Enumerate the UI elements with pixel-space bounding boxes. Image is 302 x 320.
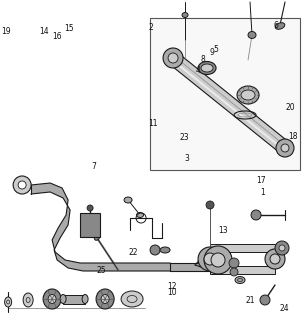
- Ellipse shape: [5, 297, 11, 307]
- Circle shape: [204, 253, 216, 265]
- Text: 11: 11: [148, 119, 157, 128]
- Ellipse shape: [121, 291, 143, 307]
- Bar: [210, 266, 275, 274]
- Circle shape: [168, 53, 178, 63]
- Circle shape: [229, 258, 239, 268]
- Text: 5: 5: [214, 45, 218, 54]
- Circle shape: [211, 253, 225, 267]
- Ellipse shape: [241, 90, 255, 100]
- Circle shape: [13, 176, 31, 194]
- Text: 19: 19: [1, 27, 11, 36]
- Bar: [80, 213, 100, 237]
- Ellipse shape: [235, 276, 245, 284]
- Ellipse shape: [23, 293, 33, 307]
- Circle shape: [279, 245, 285, 251]
- Ellipse shape: [137, 212, 143, 218]
- Circle shape: [281, 144, 289, 152]
- Text: 23: 23: [179, 133, 189, 142]
- Bar: [63, 295, 85, 304]
- Bar: [210, 244, 275, 252]
- Bar: [150, 18, 300, 170]
- Circle shape: [260, 295, 270, 305]
- Ellipse shape: [101, 294, 109, 303]
- Bar: [170, 263, 210, 271]
- Text: 21: 21: [246, 296, 255, 305]
- Ellipse shape: [43, 289, 61, 309]
- Ellipse shape: [82, 294, 88, 303]
- Ellipse shape: [237, 86, 259, 104]
- Ellipse shape: [124, 197, 132, 203]
- Circle shape: [206, 201, 214, 209]
- Circle shape: [270, 254, 280, 264]
- Ellipse shape: [182, 12, 188, 18]
- Text: 10: 10: [167, 288, 177, 297]
- Ellipse shape: [60, 294, 66, 303]
- Text: 2: 2: [149, 23, 153, 32]
- Text: 4: 4: [195, 66, 200, 75]
- Ellipse shape: [198, 61, 216, 75]
- Ellipse shape: [201, 64, 213, 72]
- Text: 16: 16: [52, 32, 62, 41]
- Ellipse shape: [275, 23, 285, 29]
- Circle shape: [275, 241, 289, 255]
- Circle shape: [251, 210, 261, 220]
- Text: 18: 18: [288, 132, 298, 140]
- Text: 9: 9: [209, 48, 214, 57]
- Text: 25: 25: [96, 266, 106, 275]
- Circle shape: [18, 181, 26, 189]
- Circle shape: [265, 249, 285, 269]
- Circle shape: [87, 205, 93, 211]
- Text: 1: 1: [260, 188, 265, 196]
- Text: 15: 15: [64, 24, 74, 33]
- Ellipse shape: [160, 247, 170, 253]
- Circle shape: [163, 48, 183, 68]
- Text: 12: 12: [167, 282, 177, 291]
- Polygon shape: [31, 183, 170, 271]
- Ellipse shape: [248, 31, 256, 38]
- Ellipse shape: [94, 234, 100, 240]
- Text: 7: 7: [91, 162, 96, 171]
- Text: 24: 24: [279, 304, 289, 313]
- Ellipse shape: [96, 289, 114, 309]
- Circle shape: [150, 245, 160, 255]
- Text: 17: 17: [256, 176, 266, 185]
- Text: 22: 22: [128, 248, 138, 257]
- Text: 8: 8: [200, 55, 205, 64]
- Polygon shape: [169, 52, 289, 154]
- Circle shape: [204, 246, 232, 274]
- Ellipse shape: [48, 294, 56, 303]
- Text: 14: 14: [39, 27, 49, 36]
- Circle shape: [198, 247, 222, 271]
- Text: 13: 13: [219, 226, 228, 235]
- Circle shape: [276, 139, 294, 157]
- Circle shape: [230, 268, 238, 276]
- Text: 3: 3: [185, 154, 190, 163]
- Text: 20: 20: [285, 103, 295, 112]
- Text: 6: 6: [274, 21, 279, 30]
